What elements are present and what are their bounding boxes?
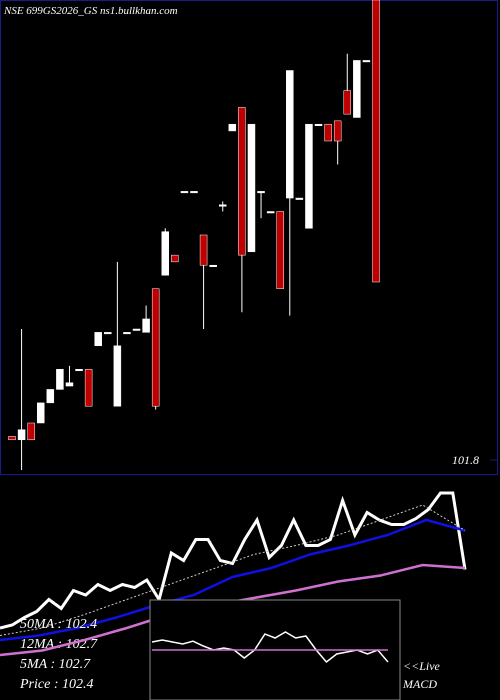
candle-body bbox=[228, 123, 237, 132]
ma-line bbox=[0, 491, 467, 630]
candle-body bbox=[171, 254, 179, 263]
candle-body bbox=[324, 123, 332, 142]
legend-entry: Price : 102.4 bbox=[19, 677, 93, 692]
candle-body bbox=[151, 288, 160, 407]
candle-body bbox=[372, 0, 380, 283]
candle-body bbox=[333, 120, 342, 142]
candle-body bbox=[113, 345, 122, 407]
candle-body bbox=[161, 231, 170, 276]
candle-body bbox=[17, 429, 26, 441]
candle-body bbox=[276, 211, 284, 289]
candle-body bbox=[123, 332, 131, 335]
macd-title: MACD bbox=[402, 677, 437, 691]
ma-line bbox=[0, 504, 466, 636]
y-tick-label: 101.8 bbox=[452, 453, 479, 467]
macd-note: <<Live bbox=[403, 659, 441, 673]
candle-body bbox=[362, 60, 371, 63]
candle-body bbox=[142, 318, 150, 333]
candle-body bbox=[8, 436, 16, 441]
candle-body bbox=[314, 123, 323, 126]
candle-body bbox=[295, 197, 304, 200]
candle-body bbox=[27, 422, 35, 441]
candle-body bbox=[218, 204, 227, 207]
candle-body bbox=[56, 369, 64, 390]
candle-body bbox=[209, 264, 217, 267]
candle-body bbox=[94, 332, 102, 347]
candle-body bbox=[132, 328, 141, 331]
candle-body bbox=[238, 107, 246, 256]
candle-body bbox=[104, 332, 112, 335]
candle-body bbox=[36, 402, 45, 424]
candle-body bbox=[247, 123, 256, 253]
candle-body bbox=[257, 191, 265, 194]
candle-body bbox=[305, 123, 313, 229]
candle-body bbox=[75, 369, 83, 372]
candle-body bbox=[353, 60, 361, 118]
candle-body bbox=[266, 211, 275, 214]
ma-line bbox=[0, 518, 466, 642]
candle-body bbox=[65, 382, 74, 387]
candle-body bbox=[46, 389, 55, 404]
candle-body bbox=[190, 191, 198, 194]
candle-body bbox=[286, 70, 294, 199]
candle-body bbox=[180, 191, 189, 194]
price-panel-border bbox=[0, 0, 498, 475]
chart-title: NSE 699GS2026_GS ns1.bullkhan.com bbox=[3, 5, 178, 17]
legend-entry: 50MA : 102.4 bbox=[20, 617, 97, 632]
macd-line bbox=[151, 631, 389, 664]
candle-body bbox=[199, 234, 208, 266]
candle-body bbox=[84, 369, 93, 407]
candle-body bbox=[343, 90, 352, 115]
legend-entry: 5MA : 102.7 bbox=[20, 657, 91, 672]
